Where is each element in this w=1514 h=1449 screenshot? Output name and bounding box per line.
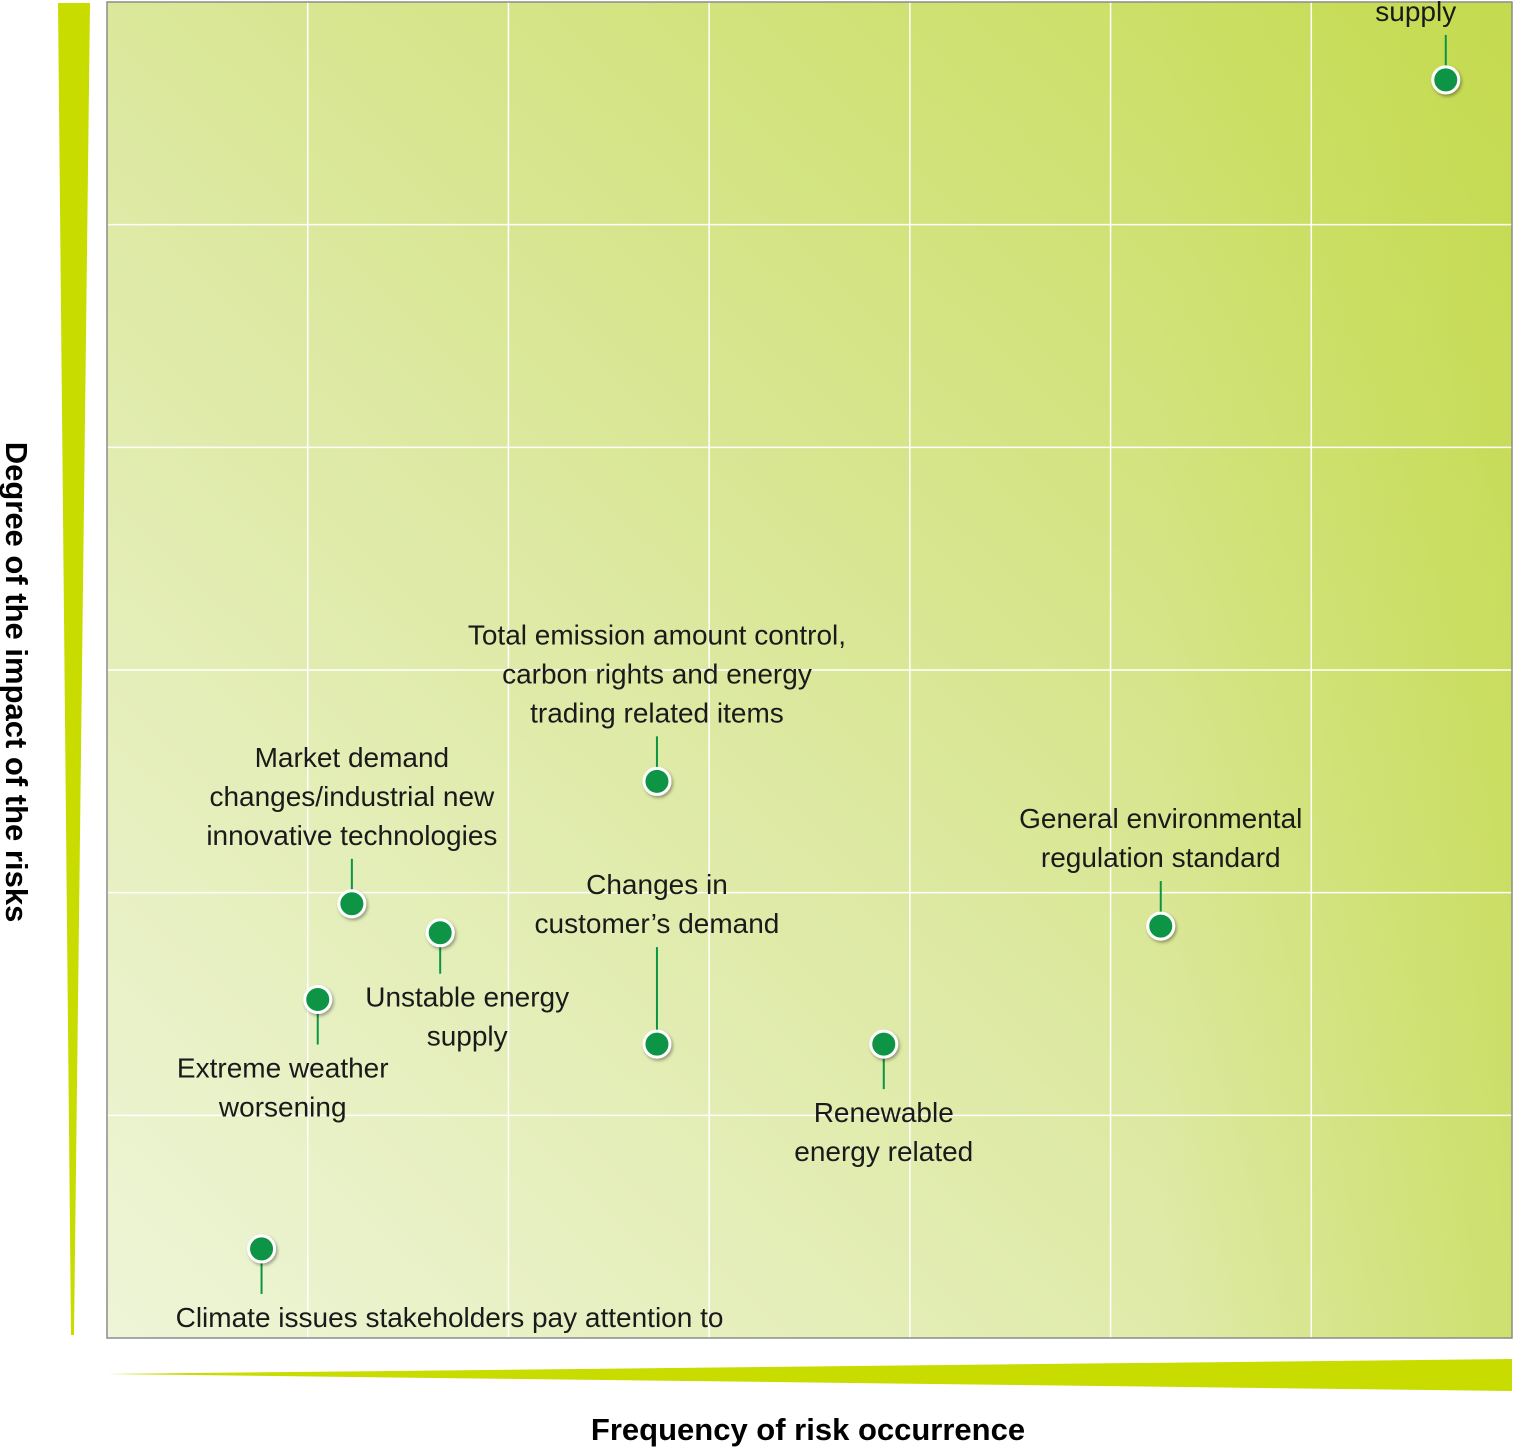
point-label: Changes in customer’s demand — [535, 869, 780, 939]
point-label-line: Extreme weather — [177, 1053, 389, 1084]
risk-point — [642, 1029, 672, 1059]
point-label-line: Changes in — [586, 869, 728, 900]
plot-border — [106, 1, 1513, 1339]
point-label: Raw materialsupply — [1334, 0, 1497, 27]
point-label: Renewable energy related — [794, 1097, 973, 1167]
point-label-line: supply — [427, 1021, 508, 1052]
point-label-line: Renewable — [814, 1097, 954, 1128]
point-label-line: innovative technologies — [206, 820, 497, 851]
point-label-line: Total emission amount control, — [468, 619, 846, 650]
point-label-line: energy related — [794, 1136, 973, 1167]
risk-point — [1146, 911, 1176, 941]
point-label-line: customer’s demand — [535, 908, 780, 939]
risk-point — [869, 1029, 899, 1059]
x-axis-arrow — [107, 1359, 1512, 1391]
point-label: Unstable energy supply — [365, 982, 569, 1052]
risk-point — [1431, 65, 1461, 95]
point-label: Total emission amount control, carbon rig… — [468, 619, 846, 728]
point-label-line: changes/industrial new — [209, 781, 495, 812]
y-axis-label: Degree of the impact of the risks — [0, 441, 34, 923]
risk-point — [247, 1234, 277, 1264]
point-label-line: regulation standard — [1041, 842, 1281, 873]
point-label-line: Climate issues stakeholders pay attentio… — [176, 1302, 724, 1333]
point-label-line: supply — [1375, 0, 1456, 27]
point-label-line: carbon rights and energy — [502, 658, 812, 689]
risk-point — [337, 889, 367, 919]
point-label: Climate issues stakeholders pay attentio… — [176, 1302, 724, 1333]
point-label-line: Market demand — [255, 742, 450, 773]
point-label-line: Unstable energy — [365, 982, 569, 1013]
point-label: Extreme weather worsening — [177, 1053, 389, 1123]
y-axis-arrow — [58, 3, 90, 1335]
grid-lines — [107, 2, 1512, 1338]
point-label-line: worsening — [218, 1092, 347, 1123]
x-axis-label: Frequency of risk occurrence — [590, 1412, 1026, 1447]
risk-point — [303, 985, 333, 1015]
risk-point — [425, 918, 455, 948]
point-label-line: General environmental — [1019, 803, 1302, 834]
point-label: General environmental regulation standard — [1019, 803, 1302, 873]
data-points: Raw materialsupply Total emission amount … — [176, 0, 1497, 1333]
risk-point — [642, 766, 672, 796]
point-label: Market demand changes/industrial new innov… — [206, 742, 497, 851]
point-label-line: trading related items — [530, 697, 784, 728]
